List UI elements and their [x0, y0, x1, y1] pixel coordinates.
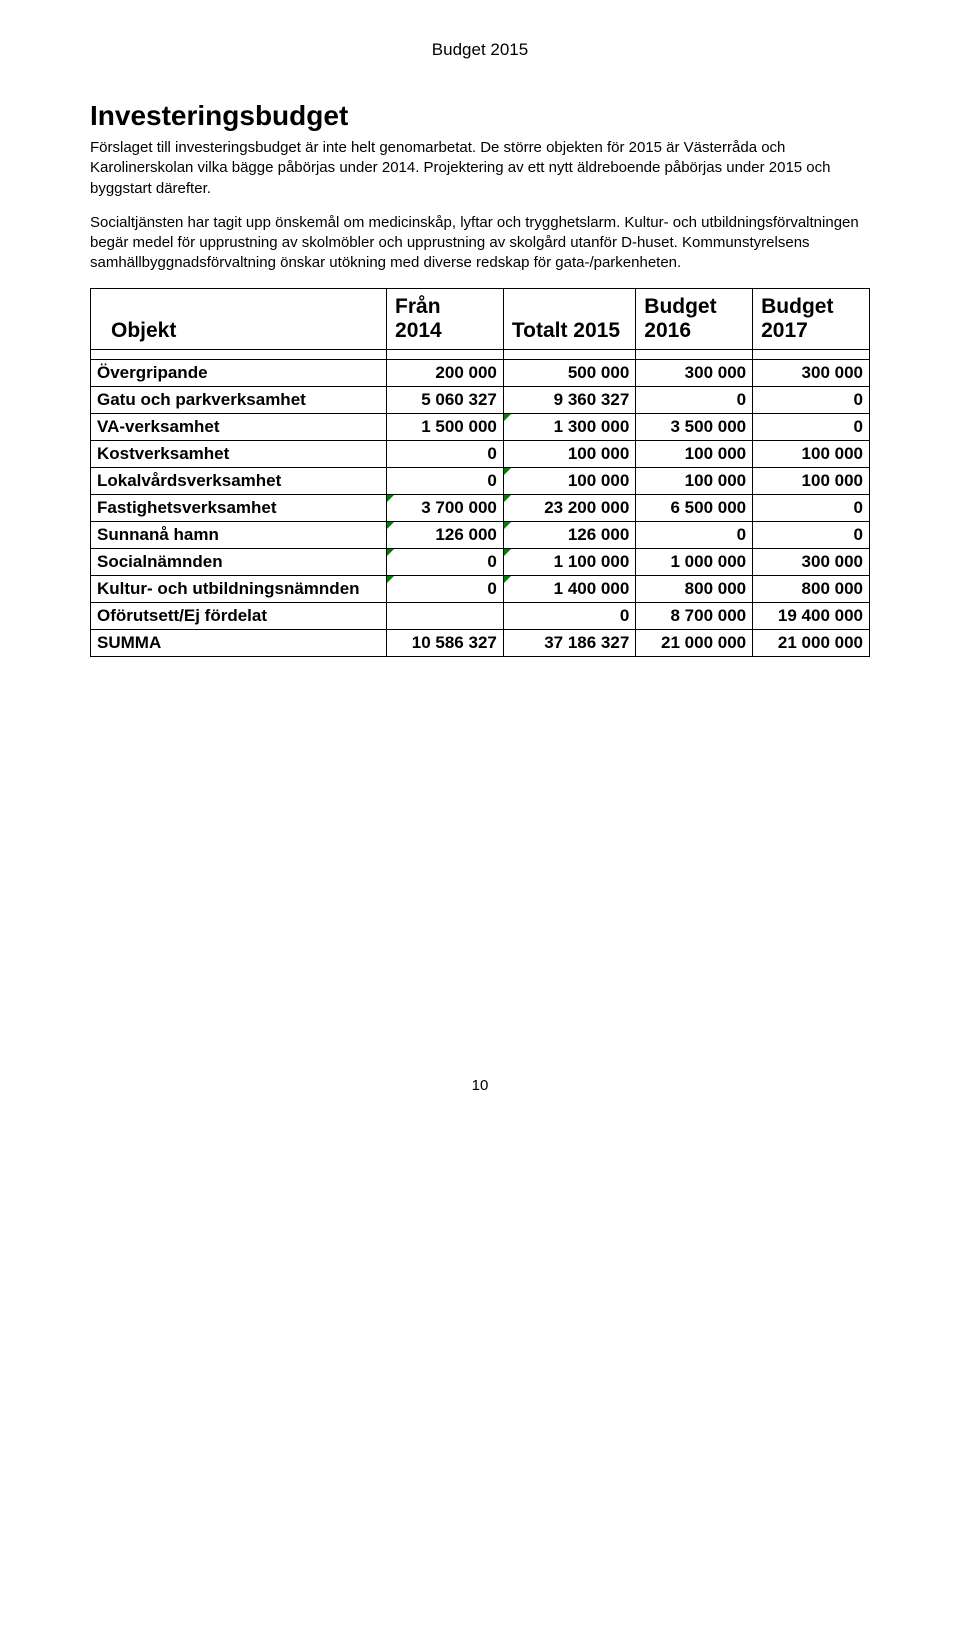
table-row: VA-verksamhet1 500 0001 300 0003 500 000…	[91, 413, 870, 440]
row-label: SUMMA	[91, 629, 387, 656]
table-header-row: Objekt Från 2014 Totalt 2015 Budget 2016…	[91, 288, 870, 349]
row-value: 800 000	[636, 575, 753, 602]
row-value: 8 700 000	[636, 602, 753, 629]
row-label: Gatu och parkverksamhet	[91, 386, 387, 413]
header-c3-line2: 2016	[644, 319, 744, 343]
header-objekt: Objekt	[91, 288, 387, 349]
row-label: Lokalvårdsverksamhet	[91, 467, 387, 494]
row-value: 37 186 327	[503, 629, 635, 656]
table-spacer-row	[91, 349, 870, 359]
row-value: 200 000	[387, 359, 504, 386]
row-value: 0	[387, 575, 504, 602]
header-fran-2014: Från 2014	[387, 288, 504, 349]
row-value: 0	[753, 494, 870, 521]
row-value: 5 060 327	[387, 386, 504, 413]
row-value: 6 500 000	[636, 494, 753, 521]
header-totalt-2015: Totalt 2015	[503, 288, 635, 349]
paragraph-2: Socialtjänsten har tagit upp önskemål om…	[90, 213, 870, 274]
row-value: 300 000	[753, 548, 870, 575]
row-value: 100 000	[636, 440, 753, 467]
row-value: 800 000	[753, 575, 870, 602]
row-label: Övergripande	[91, 359, 387, 386]
page-header-title: Budget 2015	[90, 40, 870, 60]
row-value: 0	[636, 386, 753, 413]
row-value: 1 300 000	[503, 413, 635, 440]
header-budget-2016: Budget 2016	[636, 288, 753, 349]
row-value: 100 000	[753, 440, 870, 467]
row-label: Oförutsett/Ej fördelat	[91, 602, 387, 629]
header-c1-line2: 2014	[395, 319, 495, 343]
header-budget-2017: Budget 2017	[753, 288, 870, 349]
table-row: SUMMA10 586 32737 186 32721 000 00021 00…	[91, 629, 870, 656]
row-label: Fastighetsverksamhet	[91, 494, 387, 521]
row-value: 9 360 327	[503, 386, 635, 413]
row-value: 10 586 327	[387, 629, 504, 656]
row-value: 126 000	[387, 521, 504, 548]
row-value: 0	[503, 602, 635, 629]
row-value: 1 100 000	[503, 548, 635, 575]
page-number: 10	[90, 1077, 870, 1094]
row-value: 23 200 000	[503, 494, 635, 521]
row-value: 0	[387, 440, 504, 467]
row-value: 1 400 000	[503, 575, 635, 602]
table-row: Sunnanå hamn126 000126 00000	[91, 521, 870, 548]
row-label: Sunnanå hamn	[91, 521, 387, 548]
header-c1-line1: Från	[395, 295, 495, 319]
row-value: 0	[387, 548, 504, 575]
row-value: 500 000	[503, 359, 635, 386]
row-value: 3 700 000	[387, 494, 504, 521]
row-label: VA-verksamhet	[91, 413, 387, 440]
paragraph-1: Förslaget till investeringsbudget är int…	[90, 138, 870, 199]
row-value: 21 000 000	[636, 629, 753, 656]
row-value: 21 000 000	[753, 629, 870, 656]
row-value: 126 000	[503, 521, 635, 548]
row-label: Kostverksamhet	[91, 440, 387, 467]
table-row: Fastighetsverksamhet3 700 00023 200 0006…	[91, 494, 870, 521]
row-value: 300 000	[636, 359, 753, 386]
header-c4-line1: Budget	[761, 295, 861, 319]
row-value: 19 400 000	[753, 602, 870, 629]
row-value: 0	[753, 413, 870, 440]
table-row: Oförutsett/Ej fördelat 08 700 00019 400 0…	[91, 602, 870, 629]
row-value: 100 000	[753, 467, 870, 494]
table-row: Lokalvårdsverksamhet0100 000100 000100 0…	[91, 467, 870, 494]
header-c3-line1: Budget	[644, 295, 744, 319]
row-value: 100 000	[503, 440, 635, 467]
row-value: 100 000	[636, 467, 753, 494]
table-row: Socialnämnden01 100 0001 000 000300 000	[91, 548, 870, 575]
row-value: 300 000	[753, 359, 870, 386]
table-row: Kultur- och utbildningsnämnden01 400 000…	[91, 575, 870, 602]
row-value: 0	[753, 386, 870, 413]
row-value: 1 000 000	[636, 548, 753, 575]
row-value: 0	[387, 467, 504, 494]
investment-budget-table: Objekt Från 2014 Totalt 2015 Budget 2016…	[90, 288, 870, 657]
row-value	[387, 602, 504, 629]
header-c2-line2: Totalt 2015	[512, 319, 627, 343]
section-heading: Investeringsbudget	[90, 100, 870, 132]
row-value: 0	[753, 521, 870, 548]
row-value: 3 500 000	[636, 413, 753, 440]
table-row: Övergripande200 000500 000300 000300 000	[91, 359, 870, 386]
table-row: Kostverksamhet0100 000100 000100 000	[91, 440, 870, 467]
row-value: 1 500 000	[387, 413, 504, 440]
row-value: 0	[636, 521, 753, 548]
table-row: Gatu och parkverksamhet5 060 3279 360 32…	[91, 386, 870, 413]
row-label: Socialnämnden	[91, 548, 387, 575]
row-label: Kultur- och utbildningsnämnden	[91, 575, 387, 602]
row-value: 100 000	[503, 467, 635, 494]
header-c4-line2: 2017	[761, 319, 861, 343]
